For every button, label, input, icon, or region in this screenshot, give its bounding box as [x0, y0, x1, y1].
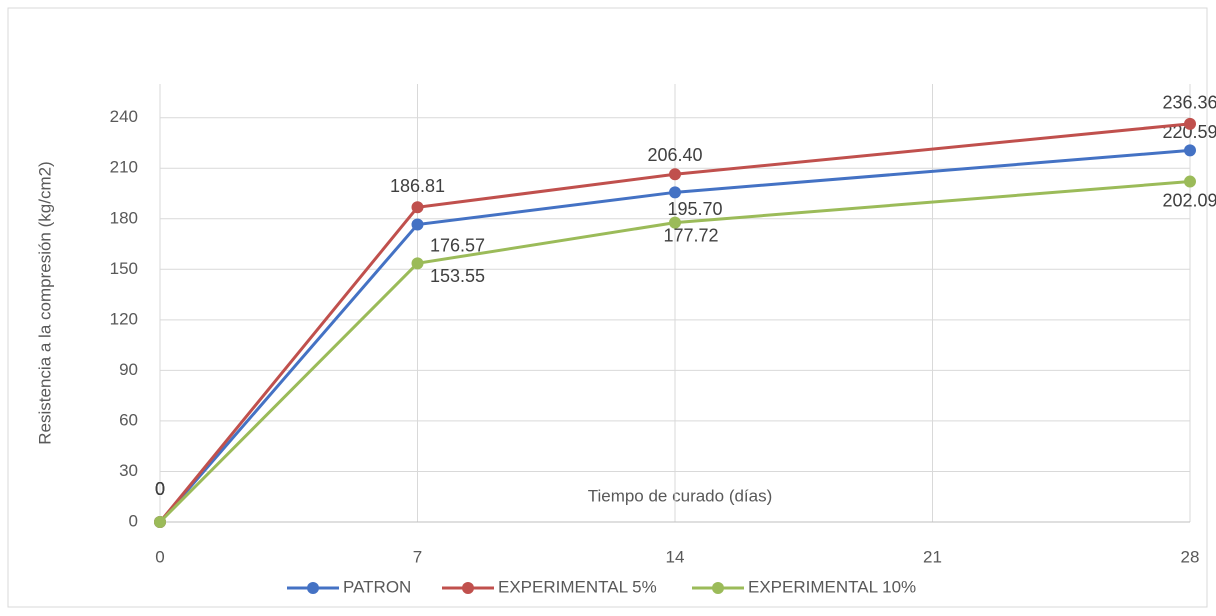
data-label: 206.40 [647, 145, 702, 165]
data-label: 0 [155, 479, 165, 499]
series-line [158, 180, 1191, 524]
data-label: 236.36 [1162, 93, 1216, 113]
y-tick-label: 60 [119, 410, 138, 429]
y-tick-label: 120 [110, 309, 138, 328]
y-tick-label: 180 [110, 208, 138, 227]
data-label: 0 [155, 479, 165, 499]
x-tick-label: 0 [155, 547, 164, 566]
data-label: 176.57 [430, 235, 485, 255]
point [669, 216, 681, 229]
x-tick-label: 28 [1181, 547, 1200, 566]
point [669, 168, 681, 181]
point [669, 186, 681, 199]
legend-marker [712, 582, 724, 594]
x-tick-label: 21 [923, 547, 942, 566]
y-tick-label: 240 [110, 107, 138, 126]
legend-label: EXPERIMENTAL 10% [748, 577, 916, 596]
y-tick-label: 30 [119, 461, 138, 480]
data-label: 220.59 [1162, 122, 1216, 142]
x-axis-title: Tiempo de curado (días) [588, 486, 773, 505]
point [1184, 117, 1196, 130]
point [1184, 144, 1196, 157]
legend-label: EXPERIMENTAL 5% [498, 577, 657, 596]
legend-marker [462, 582, 474, 594]
x-tick-label: 14 [666, 547, 685, 566]
x-tick-label: 7 [413, 547, 422, 566]
y-tick-label: 150 [110, 259, 138, 278]
data-label: 195.70 [667, 199, 722, 219]
data-label: 186.81 [390, 176, 445, 196]
data-label: 153.55 [430, 266, 485, 286]
chart-border [7, 7, 1208, 608]
y-tick-label: 210 [110, 158, 138, 177]
legend-marker [307, 582, 319, 594]
legend-label: PATRON [343, 577, 411, 596]
series-line [158, 122, 1191, 523]
data-label: 177.72 [663, 225, 718, 245]
y-tick-label: 0 [129, 511, 138, 530]
point [411, 218, 424, 231]
y-axis-title: Resistencia a la compresión (kg/cm2) [35, 161, 54, 444]
data-label: 0 [155, 479, 165, 499]
series-line [158, 148, 1191, 523]
point [154, 516, 166, 528]
data-label: 202.09 [1162, 190, 1216, 210]
point [411, 257, 424, 270]
point [1184, 175, 1196, 188]
point [411, 201, 424, 214]
y-tick-label: 90 [119, 360, 138, 379]
